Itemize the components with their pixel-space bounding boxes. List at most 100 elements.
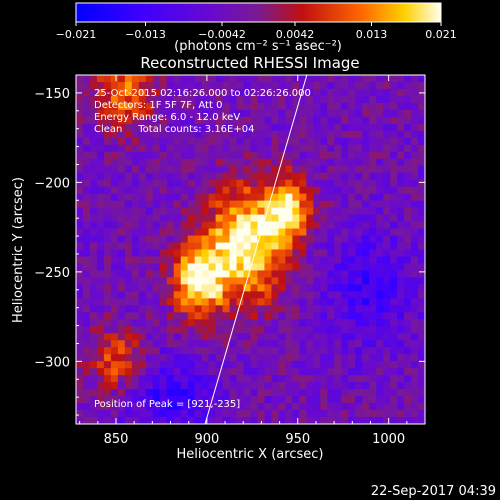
heatmap-cell (89, 109, 98, 118)
heatmap-cell (404, 193, 412, 202)
heatmap-cell (390, 116, 398, 125)
heatmap-cell (299, 396, 307, 404)
heatmap-cell (341, 137, 349, 146)
heatmap-cell (243, 172, 252, 181)
heatmap-cell (369, 368, 377, 376)
heatmap-cell (418, 396, 425, 404)
heatmap-cell (292, 389, 300, 397)
heatmap-cell (390, 347, 398, 355)
heatmap-cell (264, 235, 273, 244)
heatmap-cell (82, 235, 91, 244)
heatmap-cell (334, 361, 342, 369)
heatmap-cell (313, 186, 321, 195)
heatmap-cell (208, 242, 217, 251)
heatmap-cell (131, 410, 140, 418)
heatmap-cell (285, 333, 293, 341)
heatmap-cell (236, 284, 245, 292)
heatmap-cell (166, 123, 175, 132)
heatmap-cell (152, 207, 161, 216)
heatmap-cell (257, 375, 266, 383)
heatmap-cell (159, 179, 168, 188)
heatmap-cell (187, 235, 196, 244)
heatmap-cell (222, 123, 231, 132)
heatmap-cell (327, 109, 335, 118)
heatmap-cell (208, 235, 217, 244)
heatmap-cell (208, 354, 217, 362)
heatmap-cell (271, 228, 280, 237)
heatmap-cell (397, 319, 405, 327)
heatmap-cell (152, 179, 161, 188)
heatmap-cell (96, 305, 105, 313)
heatmap-cell (173, 410, 182, 418)
heatmap-cell (243, 193, 252, 202)
heatmap-cell (376, 172, 384, 181)
heatmap-cell (404, 75, 412, 83)
heatmap-cell (124, 347, 133, 355)
heatmap-cell (76, 305, 84, 313)
heatmap-cell (369, 228, 377, 237)
heatmap-cell (320, 417, 328, 424)
heatmap-cell (201, 382, 210, 390)
heatmap-cell (145, 403, 154, 411)
heatmap-cell (201, 354, 210, 362)
heatmap-cell (362, 298, 370, 306)
heatmap-cell (76, 151, 84, 160)
heatmap-cell (159, 333, 168, 341)
heatmap-cell (348, 403, 356, 411)
heatmap-cell (355, 179, 363, 188)
heatmap-cell (110, 263, 119, 272)
heatmap-cell (194, 312, 203, 320)
heatmap-cell (89, 172, 98, 181)
heatmap-cell (159, 382, 168, 390)
heatmap-cell (376, 410, 384, 418)
heatmap-cell (103, 249, 112, 258)
heatmap-cell (76, 347, 84, 355)
heatmap-cell (397, 417, 405, 424)
heatmap-cell (131, 249, 140, 258)
heatmap-cell (348, 214, 356, 223)
heatmap-cell (166, 88, 175, 97)
heatmap-cell (166, 214, 175, 223)
heatmap-cell (215, 123, 224, 132)
heatmap-cell (362, 242, 370, 251)
heatmap-cell (278, 221, 286, 230)
heatmap-cell (173, 284, 182, 292)
heatmap-cell (173, 179, 182, 188)
heatmap-cell (306, 396, 314, 404)
heatmap-cell (313, 403, 321, 411)
heatmap-cell (271, 186, 280, 195)
heatmap-cell (110, 291, 119, 299)
heatmap-cell (390, 158, 398, 167)
heatmap-cell (76, 368, 84, 376)
heatmap-cell (222, 284, 231, 292)
heatmap-cell (369, 263, 377, 272)
heatmap-cell (383, 256, 391, 265)
heatmap-cell (89, 75, 98, 83)
heatmap-cell (166, 81, 175, 90)
heatmap-cell (383, 270, 391, 279)
heatmap-cell (390, 221, 398, 230)
heatmap-cell (131, 235, 140, 244)
heatmap-cell (117, 277, 126, 285)
heatmap-cell (411, 123, 419, 132)
heatmap-cell (313, 200, 321, 209)
heatmap-cell (243, 102, 252, 111)
heatmap-cell (292, 340, 300, 348)
heatmap-cell (117, 284, 126, 292)
heatmap-cell (306, 333, 314, 341)
heatmap-cell (369, 361, 377, 369)
heatmap-cell (96, 116, 105, 125)
heatmap-cell (89, 270, 98, 279)
heatmap-cell (180, 368, 189, 376)
heatmap-cell (187, 298, 196, 306)
heatmap-cell (404, 403, 412, 411)
heatmap-cell (229, 151, 238, 160)
heatmap-cell (96, 165, 105, 174)
heatmap-cell (96, 284, 105, 292)
heatmap-cell (250, 193, 259, 202)
heatmap-cell (278, 298, 286, 306)
heatmap-cell (320, 75, 328, 83)
heatmap-cell (243, 326, 252, 334)
heatmap-cell (271, 158, 280, 167)
heatmap-cell (355, 375, 363, 383)
